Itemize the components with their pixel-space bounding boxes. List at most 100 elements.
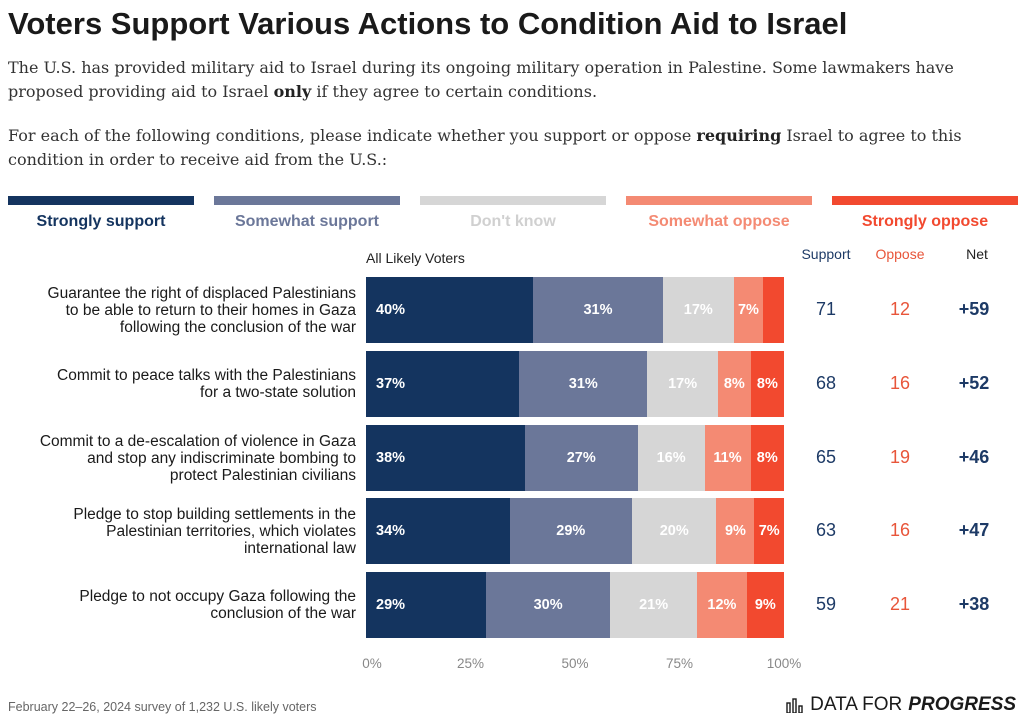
segment-value-label: 16% [656,450,686,466]
bar-row: 37% 31% 17% 8% 8% [366,351,784,417]
legend-swatch [626,196,812,205]
legend-swatch [832,196,1018,205]
segment-value-label: 12% [707,597,737,613]
segment-value-label: 9% [724,523,746,539]
x-tick-label: 75% [665,656,694,671]
bar-segment-strongly-support: 40% [366,277,534,343]
segment-value-label: 7% [737,302,759,318]
legend-item-1: Somewhat support [214,196,400,231]
bar-segment-strongly-oppose: 9% [746,572,784,638]
row-label-line: conclusion of the war [210,605,356,622]
bar-segment-strongly-oppose: 8% [750,351,784,417]
group-header: All Likely Voters [366,250,465,266]
bar-segment-strongly-oppose [763,277,784,343]
intro-paragraph-2: For each of the following conditions, pl… [8,124,1008,172]
row-label-line: Pledge to stop building settlements in t… [73,505,356,523]
bar-segment-somewhat-oppose: 12% [697,572,747,638]
row-label-line: Palestinian territories, which violates [106,522,356,540]
intro-p2-a: For each of the following conditions, pl… [8,126,697,145]
intro-p2-b: Israel to agree to this condition in ord… [8,126,962,169]
support-value: 63 [815,520,837,540]
bar-segment-don-t-know: 16% [637,425,705,491]
net-value: +38 [958,594,990,614]
bar-segment-somewhat-support: 31% [519,351,648,417]
intro-paragraph-1: The U.S. has provided military aid to Is… [8,56,1008,104]
row-label-line: Pledge to not occupy Gaza following the [79,588,356,605]
net-value: +59 [958,299,990,319]
bar-row: 40% 31% 17% 7% [366,277,784,343]
bar-segment-somewhat-support: 30% [486,572,611,638]
bar-segment-strongly-support: 34% [366,498,510,564]
support-value: 68 [815,373,837,393]
row-label: Pledge to not occupy Gaza following the c… [0,588,356,622]
oppose-value: 21 [889,594,911,614]
bar-segment-strongly-support: 29% [366,572,487,638]
oppose-value: 12 [889,299,911,319]
segment-value-label: 37% [376,376,406,392]
segment-value-label: 9% [754,597,776,613]
footer-note: February 22–26, 2024 survey of 1,232 U.S… [8,700,317,714]
bar-segment-don-t-know: 21% [610,572,698,638]
legend-item-4: Strongly oppose [832,196,1018,231]
support-value: 59 [815,594,837,614]
legend-label: Somewhat oppose [648,213,790,230]
row-label-line: to be able to return to their homes in G… [65,301,356,319]
bar-segment-strongly-support: 37% [366,351,520,417]
intro-p2-bold: requiring [696,126,782,145]
legend-swatch [8,196,194,205]
segment-value-label: 7% [758,523,780,539]
x-tick-label: 100% [766,656,802,671]
support-value: 65 [815,447,837,467]
row-label: Commit to peace talks with the Palestini… [0,367,356,401]
row-label-line: Guarantee the right of displaced Palesti… [47,284,356,302]
segment-value-label: 31% [568,376,598,392]
segment-value-label: 34% [376,523,406,539]
x-tick-label: 25% [456,656,485,671]
intro-p1-b: if they agree to certain conditions. [311,82,598,101]
row-label-line: Commit to peace talks with the Palestini… [57,367,356,384]
segment-value-label: 29% [376,597,406,613]
bar-segment-don-t-know: 17% [647,351,718,417]
row-label: Commit to a de-escalation of violence in… [0,433,356,484]
chart-title: Voters Support Various Actions to Condit… [8,6,848,41]
bar-segment-somewhat-oppose: 7% [733,277,764,343]
segment-value-label: 17% [683,302,713,318]
bar-row: 38% 27% 16% 11% 8% [366,425,784,491]
legend-item-0: Strongly support [8,196,194,231]
segment-value-label: 8% [723,376,745,392]
segment-value-label: 17% [668,376,698,392]
bar-segment-somewhat-support: 27% [524,425,638,491]
segment-value-label: 21% [639,597,669,613]
net-value: +47 [958,520,990,540]
intro-p1-a: The U.S. has provided military aid to Is… [8,58,954,101]
legend-label: Strongly oppose [861,213,989,230]
x-tick-label: 50% [561,656,589,671]
legend-label: Don't know [470,213,556,230]
row-label: Guarantee the right of displaced Palesti… [0,285,356,336]
legend-swatch [420,196,606,205]
segment-value-label: 8% [756,376,778,392]
segment-value-label: 20% [659,523,689,539]
bar-segment-somewhat-oppose: 8% [717,351,751,417]
row-label-line: for a two-state solution [200,384,356,401]
net-value: +46 [958,447,990,467]
support-header: Support [801,246,851,262]
row-label: Pledge to stop building settlements in t… [0,506,356,557]
oppose-value: 19 [889,447,911,467]
bar-chart-logo-icon [786,698,803,713]
row-label-line: protect Palestinian civilians [169,466,356,484]
segment-value-label: 11% [713,450,742,466]
bar-segment-don-t-know: 20% [631,498,717,564]
segment-value-label: 8% [756,450,778,466]
bar-segment-somewhat-support: 31% [533,277,663,343]
bar-segment-somewhat-oppose: 11% [704,425,751,491]
oppose-value: 16 [889,373,911,393]
net-header: Net [966,246,988,262]
segment-value-label: 38% [376,450,406,466]
segment-value-label: 40% [376,302,406,318]
legend-item-2: Don't know [420,196,606,231]
bar-row: 29% 30% 21% 12% 9% [366,572,784,638]
segment-value-label: 29% [556,523,586,539]
bar-segment-don-t-know: 17% [662,277,734,343]
row-label-line: following the conclusion of the war [119,318,356,336]
